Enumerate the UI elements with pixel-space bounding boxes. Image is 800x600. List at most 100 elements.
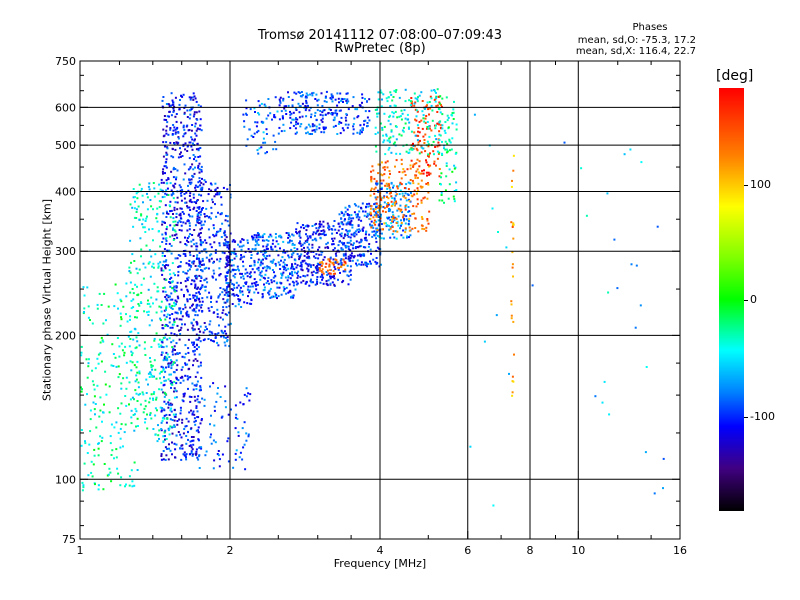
scatter-point [279,235,282,238]
scatter-point [410,100,412,103]
scatter-point [440,105,443,108]
scatter-point [110,480,113,483]
scatter-point [176,142,179,145]
scatter-point [282,249,285,252]
scatter-point [346,232,349,235]
scatter-point [563,141,566,144]
scatter-point [168,427,171,430]
scatter-point [185,425,188,427]
scatter-point [356,131,359,134]
scatter-point [194,125,197,128]
scatter-point [274,295,277,298]
scatter-point [409,167,412,170]
scatter-point [191,454,194,457]
scatter-point [352,123,355,126]
scatter-point [189,440,192,443]
scatter-point [374,133,377,135]
scatter-point [162,237,165,240]
scatter-point [198,298,201,301]
scatter-point [166,121,169,124]
scatter-point [199,184,202,187]
scatter-point [325,280,328,283]
scatter-point [387,217,389,220]
scatter-point [169,210,172,213]
scatter-point [110,364,113,367]
scatter-point [124,423,127,426]
scatter-point [505,246,508,249]
scatter-point [93,395,96,398]
scatter-point [392,115,395,118]
scatter-point [210,217,212,220]
scatter-points [80,88,665,507]
scatter-point [320,131,323,134]
scatter-point [337,222,340,225]
scatter-point [219,213,222,216]
scatter-point [133,327,136,330]
scatter-point [162,391,165,394]
scatter-point [281,115,284,118]
scatter-point [341,228,344,230]
scatter-point [393,201,396,204]
scatter-point [179,212,182,215]
scatter-point [380,105,383,108]
scatter-point [171,280,174,283]
scatter-point [299,254,302,257]
scatter-point [186,150,189,152]
scatter-point [226,259,229,262]
scatter-point [440,176,442,179]
scatter-point [291,98,294,101]
scatter-point [343,242,346,245]
y-tick-label: 400 [55,185,76,198]
scatter-point [244,268,247,271]
scatter-point [413,189,416,192]
scatter-point [322,282,325,285]
scatter-point [191,234,194,236]
scatter-point [242,244,245,247]
scatter-point [134,283,137,286]
scatter-point [189,444,192,447]
scatter-point [307,255,310,258]
scatter-point [168,281,171,283]
scatter-point [420,179,423,182]
scatter-point [259,235,262,238]
scatter-point [388,228,391,231]
scatter-point [165,324,168,327]
scatter-point [392,230,395,233]
scatter-point [200,286,203,289]
scatter-point [172,197,175,200]
scatter-point [295,280,298,283]
scatter-point [370,178,373,181]
scatter-point [266,151,268,154]
scatter-point [263,283,265,286]
scatter-point [412,145,415,147]
scatter-point [256,283,259,286]
scatter-point [424,107,427,110]
scatter-point [296,253,299,256]
scatter-point [306,251,309,254]
scatter-point [147,383,149,386]
scatter-point [195,383,198,386]
scatter-point [446,114,449,117]
scatter-point [82,312,85,315]
scatter-point [182,178,185,181]
scatter-point [184,236,186,239]
scatter-point [256,131,259,134]
scatter-point [200,306,203,309]
scatter-point [160,381,163,384]
scatter-point [317,257,320,260]
scatter-point [192,439,195,442]
scatter-point [358,263,361,266]
scatter-point [234,252,237,255]
scatter-point [175,382,178,385]
scatter-point [262,245,265,248]
scatter-point [290,256,293,259]
scatter-point [166,146,169,149]
scatter-point [365,264,367,267]
scatter-point [310,116,312,119]
scatter-point [196,254,199,257]
scatter-point [184,243,187,245]
scatter-point [422,147,425,150]
scatter-point [369,224,372,227]
scatter-point [322,126,325,129]
scatter-point [405,150,408,153]
